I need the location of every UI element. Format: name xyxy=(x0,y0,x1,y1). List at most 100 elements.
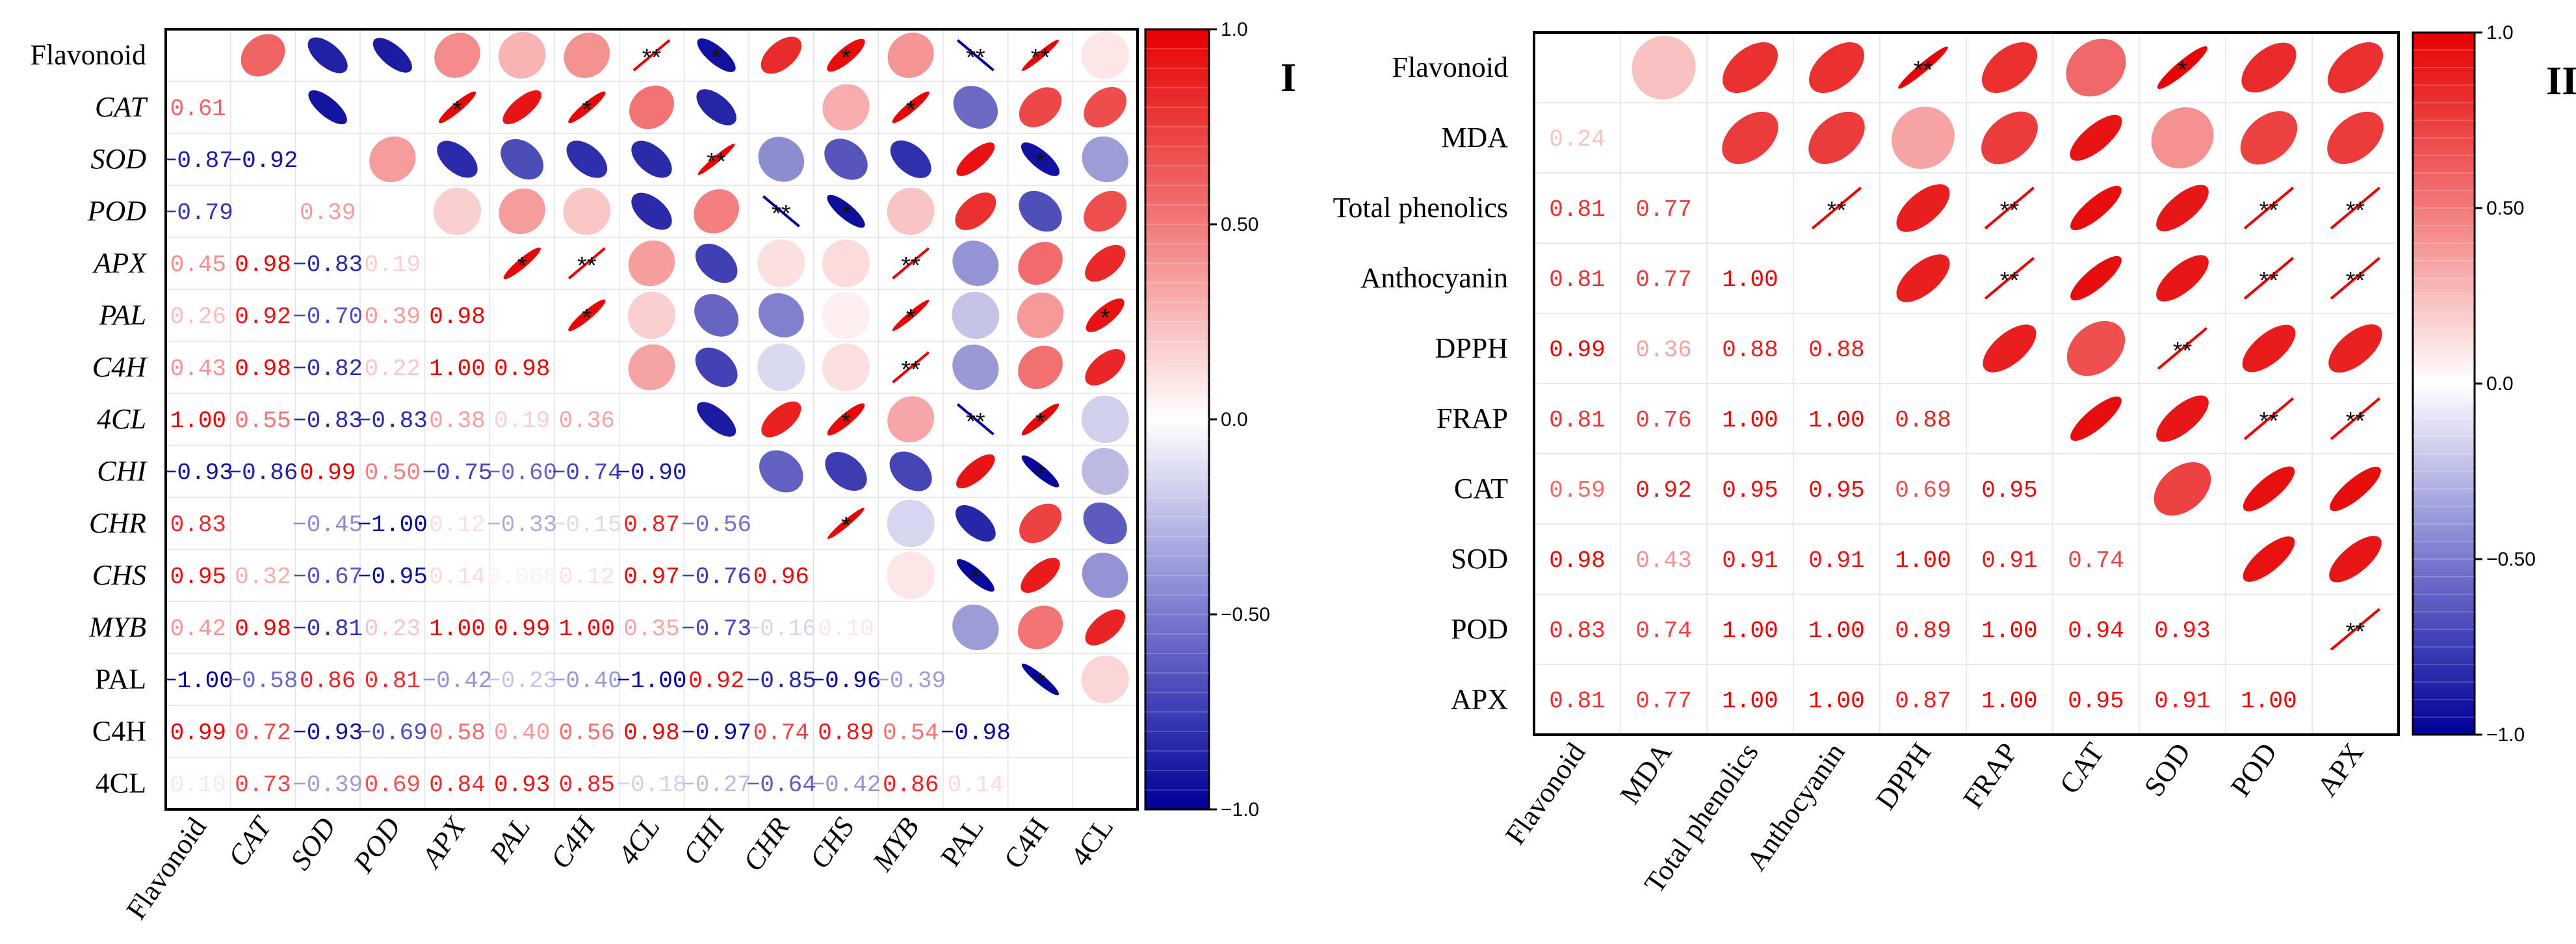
correlation-value: 0.77 xyxy=(1635,196,1691,223)
significance-mark: * xyxy=(517,252,527,280)
correlation-ellipse xyxy=(502,90,541,125)
correlation-value: 1.00 xyxy=(1808,618,1864,644)
significance-mark: * xyxy=(841,44,851,72)
significance-mark: ** xyxy=(966,408,985,436)
correlation-ellipse xyxy=(824,138,868,180)
correlation-value: −0.92 xyxy=(228,148,298,174)
correlation-value: 0.97 xyxy=(623,564,679,590)
correlation-value: 0.95 xyxy=(1808,477,1864,504)
correlation-value: 1.00 xyxy=(2241,688,2296,715)
correlation-ellipse xyxy=(2070,256,2122,301)
correlation-value: 0.10 xyxy=(818,616,874,642)
correlation-value: −0.76 xyxy=(681,564,751,590)
correlation-value: −0.90 xyxy=(616,460,686,486)
correlation-ellipse xyxy=(1084,190,1127,232)
correlation-ellipse xyxy=(1723,42,1778,94)
significance-mark: ** xyxy=(772,200,791,228)
correlation-ellipse xyxy=(2243,466,2295,512)
correlation-ellipse xyxy=(892,247,930,280)
correlation-value: 0.92 xyxy=(688,668,744,694)
correlation-ellipse xyxy=(631,140,672,178)
correlation-ellipse xyxy=(758,137,805,182)
correlation-ellipse xyxy=(1808,111,1865,164)
column-label: PAL xyxy=(935,812,991,872)
correlation-ellipse xyxy=(956,39,995,72)
row-label: Anthocyanin xyxy=(1360,262,1508,294)
correlation-ellipse xyxy=(695,347,738,387)
correlation-value: 0.89 xyxy=(1895,618,1951,644)
correlation-value: −0.79 xyxy=(163,200,233,226)
row-label: POD xyxy=(87,195,147,227)
correlation-ellipse xyxy=(1083,502,1127,545)
colorbar-tick-label: 1.0 xyxy=(1221,19,1248,40)
correlation-ellipse xyxy=(1082,553,1128,598)
row-label: 4CL xyxy=(97,403,146,435)
correlation-value: 1.00 xyxy=(559,616,615,642)
significance-mark: * xyxy=(1100,304,1110,332)
correlation-ellipse xyxy=(563,187,611,235)
correlation-ellipse xyxy=(1086,298,1125,332)
correlation-value: 0.81 xyxy=(1549,407,1605,434)
significance-mark: ** xyxy=(2259,197,2279,224)
correlation-ellipse xyxy=(501,138,544,180)
correlation-ellipse xyxy=(955,192,996,230)
correlation-value: 0.88 xyxy=(1808,337,1864,363)
correlation-ellipse xyxy=(889,451,932,492)
row-label: CHR xyxy=(89,507,146,539)
correlation-ellipse xyxy=(697,38,736,72)
correlation-ellipse xyxy=(1017,605,1063,649)
correlation-ellipse xyxy=(433,187,482,235)
correlation-value: −0.39 xyxy=(876,668,946,694)
row-label: PAL xyxy=(95,663,146,695)
colorbar-tick-label: −0.50 xyxy=(2486,549,2536,570)
correlation-value: 0.74 xyxy=(2068,547,2124,574)
colorbar-tick-label: 0.0 xyxy=(2486,373,2514,395)
correlation-ellipse xyxy=(1632,36,1696,99)
correlation-ellipse xyxy=(1081,31,1129,79)
correlation-ellipse xyxy=(1081,707,1130,755)
significance-mark: * xyxy=(970,564,980,592)
correlation-ellipse xyxy=(1018,241,1063,285)
correlation-ellipse xyxy=(827,194,865,228)
correlation-value: 0.12 xyxy=(429,512,485,538)
correlation-ellipse xyxy=(2330,257,2381,300)
row-label: Total phenolics xyxy=(1333,192,1508,224)
column-label: DPPH xyxy=(1869,737,1938,815)
significance-mark: ** xyxy=(2346,267,2365,295)
correlation-ellipse xyxy=(952,604,999,651)
correlation-value: 0.59 xyxy=(1549,477,1605,504)
correlation-value: 0.93 xyxy=(2154,618,2210,644)
correlation-value: 0.14 xyxy=(429,564,485,590)
correlation-ellipse xyxy=(1019,190,1062,232)
correlation-ellipse xyxy=(368,83,417,131)
correlation-ellipse xyxy=(887,499,935,547)
correlation-ellipse xyxy=(757,239,805,287)
row-label: FRAP xyxy=(1437,402,1508,434)
correlation-ellipse xyxy=(2243,187,2295,229)
correlation-value: 0.86 xyxy=(883,772,939,798)
correlation-value: 0.77 xyxy=(1635,688,1691,715)
column-label: C4H xyxy=(998,812,1055,874)
plot-frame xyxy=(1533,31,2400,736)
significance-mark: * xyxy=(582,96,592,124)
correlation-ellipse xyxy=(499,32,546,79)
correlation-ellipse xyxy=(1084,86,1127,128)
correlation-ellipse xyxy=(955,505,996,542)
row-label: MYB xyxy=(88,611,146,643)
correlation-ellipse xyxy=(2330,187,2381,229)
correlation-value: −0.74 xyxy=(552,460,622,486)
correlation-value: 0.81 xyxy=(1549,688,1605,715)
correlation-value: 0.87 xyxy=(1895,688,1951,715)
significance-mark: ** xyxy=(2259,408,2279,435)
row-label: Flavonoid xyxy=(1392,51,1508,83)
correlation-value: −0.60 xyxy=(487,460,557,486)
correlation-ellipse xyxy=(1896,184,1950,232)
correlation-value: 0.10 xyxy=(170,772,226,798)
correlation-value: 0.81 xyxy=(1549,267,1605,293)
correlation-value: 0.98 xyxy=(235,252,291,278)
significance-mark: * xyxy=(841,200,851,228)
significance-mark: * xyxy=(841,512,851,540)
correlation-ellipse xyxy=(892,299,930,332)
correlation-ellipse xyxy=(2240,111,2298,164)
